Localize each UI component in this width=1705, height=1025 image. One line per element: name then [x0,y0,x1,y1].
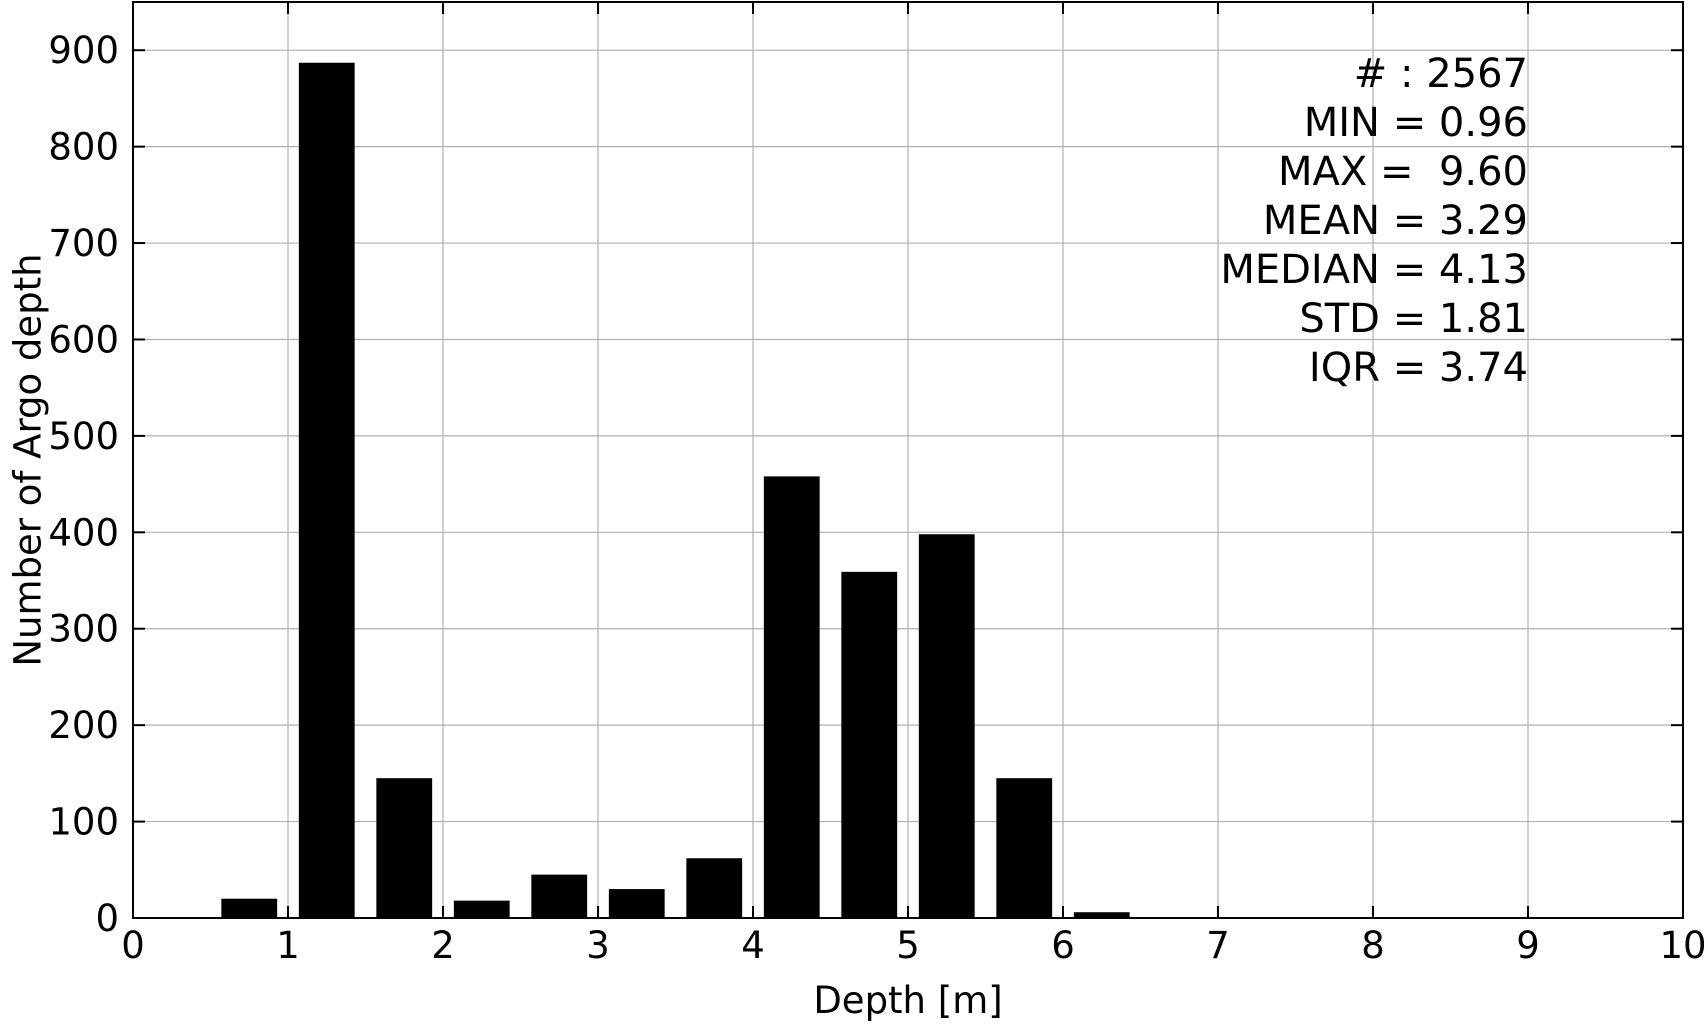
histogram-bar [298,62,355,919]
x-tick-label: 0 [121,924,145,967]
x-tick-label: 4 [741,924,765,967]
y-tick-label: 900 [48,29,119,72]
y-axis-label: Number of Argo depth [7,253,50,666]
stat-line: # : 2567 [1354,51,1528,97]
x-tick-label: 5 [896,924,920,967]
y-tick-label: 300 [48,608,119,651]
y-tick-label: 700 [48,222,119,265]
histogram-bar [996,778,1053,918]
x-tick-label: 10 [1659,924,1705,967]
x-axis-label: Depth [m] [813,979,1002,1022]
y-tick-labels: 0 100 200 300 400 500 600 700 800 900 [48,29,119,940]
stat-line: MIN = 0.96 [1304,100,1528,146]
y-tick-label: 0 [95,897,119,940]
stat-line: MAX = 9.60 [1278,149,1528,195]
grid-lines [133,2,1683,918]
axis-ticks [132,2,1684,919]
x-tick-labels: 0 1 2 3 4 5 6 7 8 9 10 [121,924,1705,967]
stat-line: STD = 1.81 [1299,296,1528,342]
y-tick-label: 100 [48,801,119,844]
stat-line: MEAN = 3.29 [1263,198,1528,244]
histogram-bars [221,62,1673,919]
histogram-bar [841,571,898,918]
x-tick-label: 3 [586,924,610,967]
stat-line: MEDIAN = 4.13 [1220,247,1528,293]
histogram-bar [531,874,588,918]
y-tick-label: 400 [48,511,119,554]
x-tick-label: 1 [276,924,300,967]
stat-line: IQR = 3.74 [1309,345,1528,391]
y-tick-label: 500 [48,415,119,458]
histogram-bar [918,534,975,918]
histogram-bar [763,476,820,918]
histogram-bar [608,889,665,918]
x-tick-label: 2 [431,924,455,967]
y-tick-label: 200 [48,704,119,747]
x-tick-label: 8 [1361,924,1385,967]
x-tick-label: 7 [1206,924,1230,967]
x-tick-label: 6 [1051,924,1075,967]
histogram-bar [1073,912,1130,918]
histogram-bar [686,858,743,918]
y-tick-label: 600 [48,318,119,361]
histogram-bar [376,778,433,918]
histogram-bar [221,898,278,918]
histogram-bar [453,900,510,918]
y-tick-label: 800 [48,126,119,169]
x-tick-label: 9 [1516,924,1540,967]
